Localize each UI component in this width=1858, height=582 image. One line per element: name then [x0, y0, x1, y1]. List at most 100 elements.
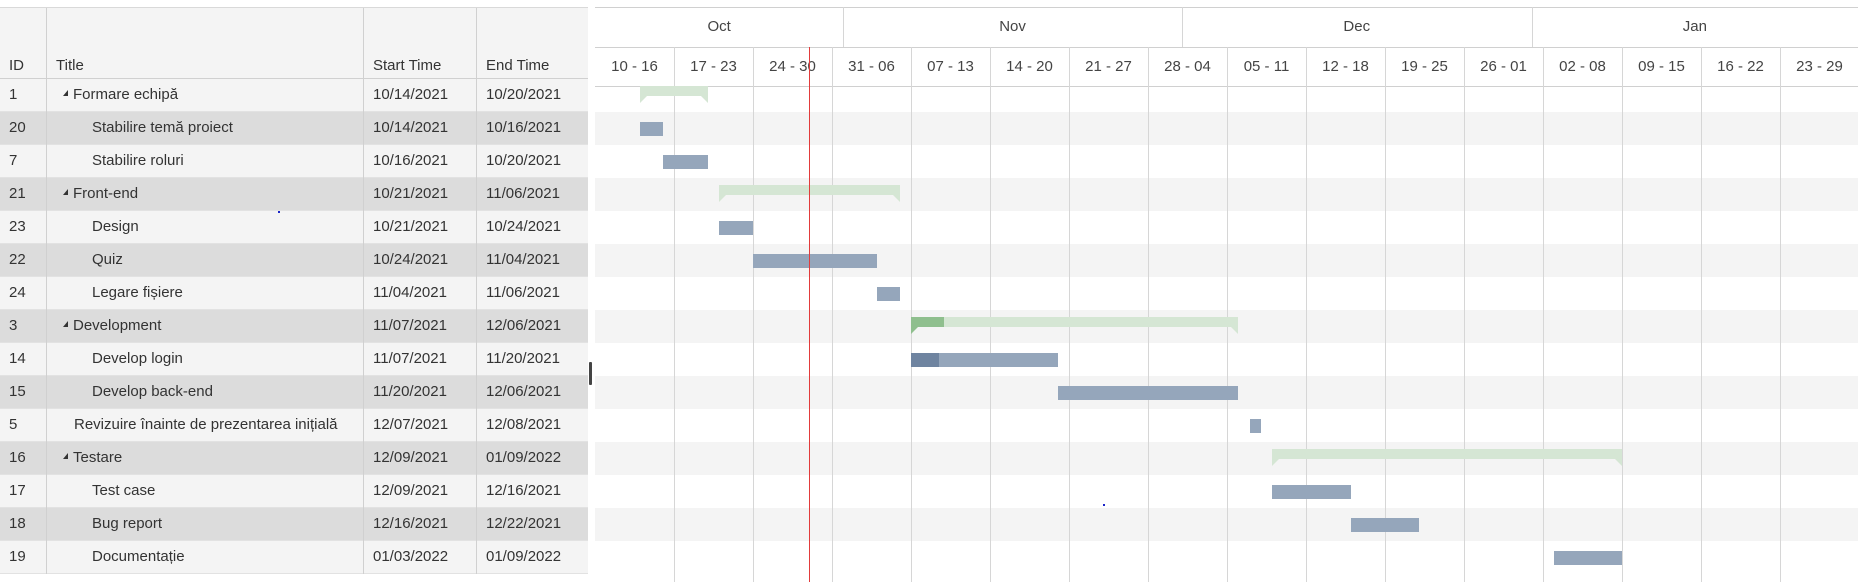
grid-line: [843, 7, 844, 47]
cell-end-time: 10/20/2021: [486, 86, 562, 103]
grid-line: [832, 47, 833, 582]
cell-title: Revizuire înainte de prezentarea inițial…: [47, 409, 364, 442]
week-label: 24 - 30: [769, 58, 816, 75]
progress-fill: [911, 317, 944, 327]
grid-line: [753, 47, 754, 582]
week-label: 17 - 23: [690, 58, 737, 75]
column-header-id[interactable]: ID: [0, 8, 47, 80]
cell-start-time: 12/09/2021: [364, 475, 477, 508]
week-label: 16 - 22: [1717, 58, 1764, 75]
summary-bar[interactable]: [640, 86, 708, 103]
task-bar[interactable]: [911, 353, 1058, 367]
cell-start-time: 01/03/2022: [364, 541, 477, 574]
stray-dot: [1103, 504, 1105, 506]
task-bar[interactable]: [719, 221, 753, 235]
cell-end-time: 12/06/2021: [486, 317, 562, 334]
month-label: Nov: [999, 18, 1026, 35]
table-row[interactable]: 5 Revizuire înainte de prezentarea iniția…: [0, 409, 588, 442]
table-row[interactable]: 19 Documentație 01/03/2022 01/09/2022: [0, 541, 588, 574]
table-row[interactable]: 20 Stabilire temă proiect 10/14/2021 10/16/…: [0, 112, 588, 145]
cell-id: 16: [0, 442, 47, 475]
summary-bar[interactable]: [1272, 449, 1622, 466]
cell-title: Testare: [47, 442, 364, 475]
task-title: Formare echipă: [73, 86, 179, 103]
collapse-caret-icon[interactable]: [63, 453, 68, 460]
table-row[interactable]: 18 Bug report 12/16/2021 12/22/2021: [0, 508, 588, 541]
collapse-caret-icon[interactable]: [63, 189, 68, 196]
cell-id: 17: [0, 475, 47, 508]
grid-line: [911, 47, 912, 582]
task-title: Stabilire roluri: [92, 152, 184, 169]
column-header-start-time[interactable]: Start Time: [364, 8, 477, 80]
table-row[interactable]: 24 Legare fișiere 11/04/2021 11/06/2021: [0, 277, 588, 310]
grid-line: [595, 86, 1858, 87]
cell-id: 23: [0, 211, 47, 244]
month-label: Dec: [1343, 18, 1371, 35]
cell-title: Front-end: [47, 178, 364, 211]
collapse-caret-icon[interactable]: [63, 90, 68, 97]
cell-title: Stabilire roluri: [47, 145, 364, 178]
column-header-label: ID: [9, 57, 24, 74]
table-row[interactable]: 1 Formare echipă 10/14/2021 10/20/2021: [0, 79, 588, 112]
cell-title: Design: [47, 211, 364, 244]
task-bar[interactable]: [753, 254, 878, 268]
cell-id: 3: [0, 310, 47, 343]
week-label: 05 - 11: [1243, 58, 1290, 75]
cell-end-time: 11/04/2021: [486, 251, 560, 268]
week-label: 28 - 04: [1164, 58, 1211, 75]
week-label: 02 - 08: [1559, 58, 1606, 75]
week-label: 26 - 01: [1480, 58, 1527, 75]
table-row[interactable]: 17 Test case 12/09/2021 12/16/2021: [0, 475, 588, 508]
cell-id: 24: [0, 277, 47, 310]
task-bar[interactable]: [1554, 551, 1622, 565]
task-bar[interactable]: [877, 287, 900, 301]
collapse-caret-icon[interactable]: [63, 321, 68, 328]
task-bar[interactable]: [1057, 386, 1239, 400]
table-row[interactable]: 22 Quiz 10/24/2021 11/04/2021: [0, 244, 588, 277]
task-title: Develop login: [92, 350, 183, 367]
cell-id: 7: [0, 145, 47, 178]
task-title: Documentație: [92, 548, 185, 565]
task-title: Legare fișiere: [92, 284, 183, 301]
column-header-title[interactable]: Title: [47, 8, 364, 80]
table-row[interactable]: 23 Design 10/21/2021 10/24/2021: [0, 211, 588, 244]
progress-fill: [911, 353, 939, 367]
cell-title: Develop login: [47, 343, 364, 376]
summary-bar[interactable]: [911, 317, 1239, 334]
task-title: Development: [73, 317, 162, 334]
cell-end-time: 11/06/2021: [486, 185, 560, 202]
task-bar[interactable]: [640, 122, 663, 136]
cell-start-time: 12/16/2021: [364, 508, 477, 541]
table-row[interactable]: 14 Develop login 11/07/2021 11/20/2021: [0, 343, 588, 376]
cell-end-time: 12/16/2021: [486, 482, 562, 499]
task-bar[interactable]: [1272, 485, 1352, 499]
column-header-end-time[interactable]: End Time: [477, 8, 588, 80]
today-marker: [809, 47, 810, 582]
splitter-handle[interactable]: [589, 362, 592, 385]
table-row[interactable]: 3 Development 11/07/2021 12/06/2021: [0, 310, 588, 343]
table-row[interactable]: 16 Testare 12/09/2021 01/09/2022: [0, 442, 588, 475]
month-label: Oct: [707, 18, 731, 35]
gantt-grid: ID Title Start Time End Time 1 Formare ec…: [0, 7, 588, 582]
task-title: Testare: [73, 449, 123, 466]
week-label: 14 - 20: [1006, 58, 1053, 75]
cell-id: 19: [0, 541, 47, 574]
table-row[interactable]: 21 Front-end 10/21/2021 11/06/2021: [0, 178, 588, 211]
task-bar[interactable]: [662, 155, 708, 169]
column-header-label: End Time: [486, 57, 550, 74]
task-title: Develop back-end: [92, 383, 213, 400]
task-bar[interactable]: [1351, 518, 1419, 532]
grid-line: [674, 47, 675, 582]
cell-title: Develop back-end: [47, 376, 364, 409]
cell-id: 18: [0, 508, 47, 541]
table-row[interactable]: 15 Develop back-end 11/20/2021 12/06/2021: [0, 376, 588, 409]
grid-header: ID Title Start Time End Time: [0, 7, 588, 80]
cell-title: Quiz: [47, 244, 364, 277]
table-row[interactable]: 7 Stabilire roluri 10/16/2021 10/20/2021: [0, 145, 588, 178]
cell-start-time: 11/07/2021: [364, 343, 477, 376]
task-bar[interactable]: [1249, 419, 1261, 433]
cell-title: Development: [47, 310, 364, 343]
week-label: 10 - 16: [611, 58, 658, 75]
chart-row: [595, 442, 1858, 475]
week-label: 12 - 18: [1322, 58, 1369, 75]
